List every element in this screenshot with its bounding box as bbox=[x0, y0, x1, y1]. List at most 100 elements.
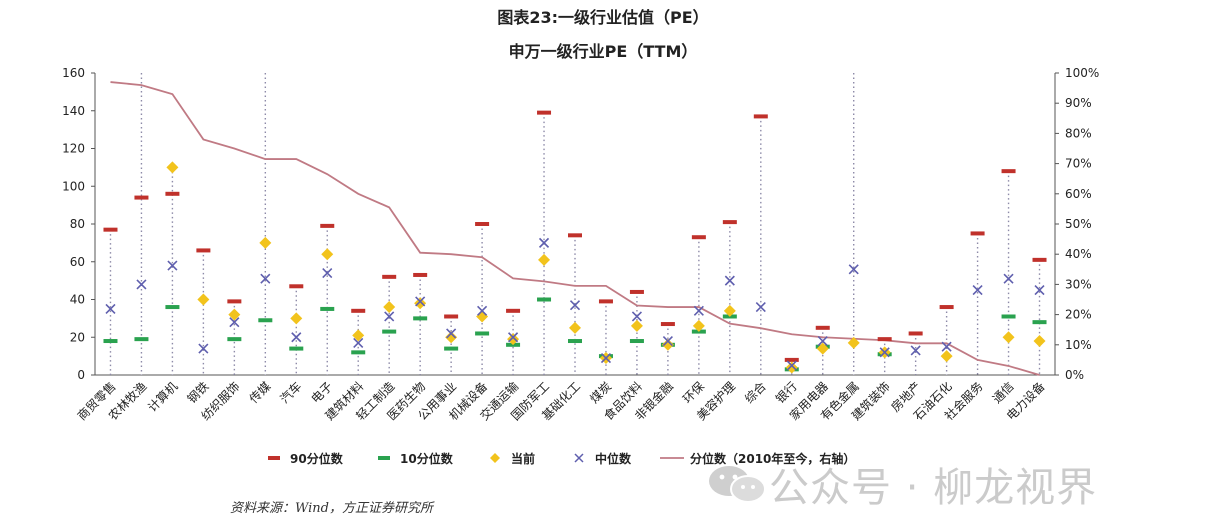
median-mark bbox=[910, 345, 921, 356]
p10-mark bbox=[134, 337, 149, 342]
legend-label: 中位数 bbox=[595, 451, 632, 466]
p90-mark bbox=[908, 331, 923, 336]
median-mark bbox=[291, 332, 302, 343]
x-category-label: 计算机 bbox=[144, 379, 180, 415]
median-mark bbox=[353, 337, 364, 348]
x-category-label: 通信 bbox=[990, 379, 1017, 406]
p10-mark bbox=[1001, 314, 1016, 319]
median-mark bbox=[848, 264, 859, 275]
current-mark bbox=[476, 310, 489, 323]
current-mark bbox=[569, 321, 581, 334]
left-tick-label: 20 bbox=[70, 330, 85, 344]
right-tick-label: 0% bbox=[1065, 368, 1084, 382]
p10-mark bbox=[103, 339, 118, 344]
x-category-label: 传媒 bbox=[246, 379, 274, 407]
left-tick-label: 140 bbox=[62, 104, 85, 118]
p90-mark bbox=[103, 227, 118, 232]
watermark-text: 公众号 · 柳龙视界 bbox=[769, 465, 1098, 511]
p90-mark bbox=[877, 337, 892, 342]
current-mark bbox=[259, 236, 272, 249]
right-tick-label: 20% bbox=[1065, 308, 1092, 322]
p10-mark bbox=[444, 346, 459, 351]
right-tick-label: 30% bbox=[1065, 277, 1092, 291]
left-tick-label: 60 bbox=[70, 255, 85, 269]
median-mark bbox=[136, 279, 147, 290]
median-mark bbox=[693, 305, 704, 316]
current-mark bbox=[630, 319, 643, 332]
left-tick-label: 40 bbox=[70, 293, 85, 307]
p10-mark bbox=[227, 337, 242, 342]
p10-mark bbox=[165, 305, 180, 310]
chart-subtitle: 申万一级行业PE（TTM） bbox=[508, 42, 698, 61]
p90-mark bbox=[970, 231, 985, 236]
legend-swatch bbox=[490, 453, 500, 463]
right-tick-label: 100% bbox=[1065, 66, 1099, 80]
left-tick-label: 100 bbox=[62, 179, 85, 193]
p90-mark bbox=[1032, 257, 1047, 262]
legend-swatch bbox=[378, 456, 390, 460]
current-mark bbox=[940, 350, 953, 363]
p10-mark bbox=[1032, 320, 1047, 325]
current-mark bbox=[723, 304, 736, 317]
p90-mark bbox=[320, 223, 335, 228]
x-category-label: 银行 bbox=[773, 379, 800, 406]
p10-mark bbox=[629, 339, 644, 344]
watermark: 公众号 · 柳龙视界 bbox=[705, 458, 1195, 511]
x-category-label: 钢铁 bbox=[185, 379, 212, 406]
median-mark bbox=[662, 335, 673, 347]
p10-mark bbox=[258, 318, 273, 323]
left-tick-label: 120 bbox=[62, 142, 85, 156]
legend-swatch bbox=[268, 456, 280, 460]
p90-mark bbox=[506, 308, 521, 313]
current-mark bbox=[166, 161, 179, 174]
p90-mark bbox=[722, 220, 737, 225]
legend-label: 90分位数 bbox=[290, 451, 344, 466]
median-mark bbox=[538, 237, 550, 248]
median-mark bbox=[755, 301, 766, 313]
p10-mark bbox=[537, 297, 552, 302]
legend-label: 分位数（2010年至今，右轴） bbox=[690, 451, 855, 466]
p90-mark bbox=[537, 110, 552, 115]
median-mark bbox=[972, 284, 983, 296]
p10-mark bbox=[475, 331, 490, 336]
current-mark bbox=[538, 253, 551, 266]
legend-label: 10分位数 bbox=[400, 451, 454, 466]
p90-mark bbox=[351, 308, 366, 313]
x-category-label: 电子 bbox=[308, 379, 335, 406]
p90-mark bbox=[413, 272, 428, 277]
median-mark bbox=[384, 311, 395, 322]
p90-mark bbox=[939, 305, 954, 310]
median-mark bbox=[415, 296, 426, 307]
current-mark bbox=[445, 331, 458, 344]
p90-mark bbox=[568, 233, 582, 238]
p90-mark bbox=[784, 357, 799, 362]
p90-mark bbox=[815, 325, 830, 330]
x-category-label: 煤炭 bbox=[587, 379, 614, 406]
median-mark bbox=[817, 335, 828, 347]
median-mark bbox=[229, 317, 240, 328]
median-mark bbox=[600, 352, 612, 364]
current-mark bbox=[816, 342, 829, 355]
current-mark bbox=[352, 329, 365, 342]
p90-mark bbox=[165, 191, 180, 196]
right-tick-label: 10% bbox=[1065, 338, 1092, 352]
chart-title: 图表23:一级行业估值（PE） bbox=[497, 8, 709, 27]
current-mark bbox=[290, 312, 303, 325]
right-tick-label: 90% bbox=[1065, 96, 1092, 110]
current-mark bbox=[228, 308, 241, 321]
p10-mark bbox=[351, 350, 366, 355]
legend-label: 当前 bbox=[511, 451, 535, 466]
left-tick-label: 0 bbox=[77, 368, 85, 382]
median-mark bbox=[260, 273, 271, 284]
p90-mark bbox=[1001, 169, 1016, 174]
x-category-label: 环保 bbox=[680, 379, 707, 406]
current-mark bbox=[847, 336, 860, 349]
source-note: 资料来源：Wind，方正证券研究所 bbox=[230, 501, 433, 516]
p90-mark bbox=[134, 195, 149, 200]
median-mark bbox=[879, 347, 890, 358]
p90-mark bbox=[444, 314, 459, 319]
right-tick-label: 50% bbox=[1065, 217, 1092, 231]
left-tick-label: 160 bbox=[62, 66, 85, 80]
x-category-label: 汽车 bbox=[277, 379, 305, 407]
